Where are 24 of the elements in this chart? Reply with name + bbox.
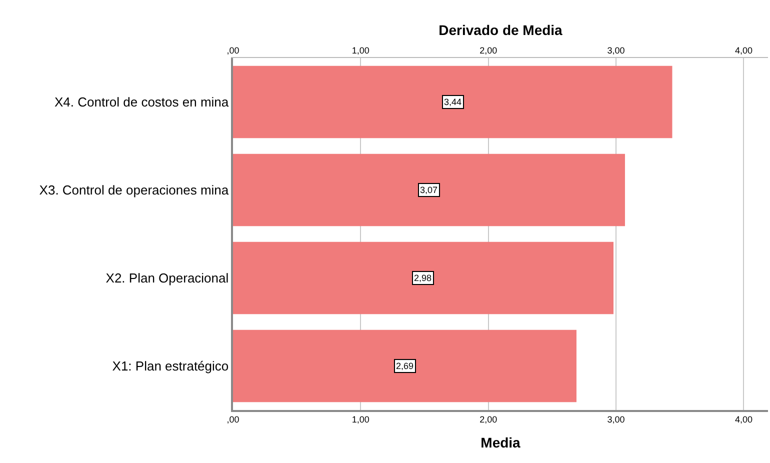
y-tick-label: X2. Plan Operacional [106,270,229,286]
x-tick-label: ,00 [226,45,240,56]
y-tick-label: X3. Control de operaciones mina [39,182,230,198]
x-tick-label: 3,00 [607,45,625,56]
x2-tick-label: ,00 [226,414,240,425]
x-tick-label: 4,00 [734,45,753,56]
bar [233,330,576,402]
bar [233,154,625,226]
bar [233,66,672,138]
x2-axis-title: Derivado de Media [438,22,563,38]
y-tick-label: X1: Plan estratégico [112,358,229,374]
data-label: 2,98 [414,273,432,283]
x2-tick-label: 4,00 [734,414,753,425]
data-label: 3,44 [444,97,462,107]
x2-tick-label: 2,00 [480,414,498,425]
y-tick-label: X4. Control de costos en mina [54,94,230,110]
x2-tick-label: 3,00 [607,414,625,425]
bar [233,242,614,314]
data-label: 3,07 [420,185,438,195]
x-tick-label: 1,00 [352,45,370,56]
x2-tick-label: 1,00 [352,414,370,425]
x-axis-title: Media [480,434,521,450]
data-label: 2,69 [396,361,414,371]
x-tick-label: 2,00 [480,45,498,56]
